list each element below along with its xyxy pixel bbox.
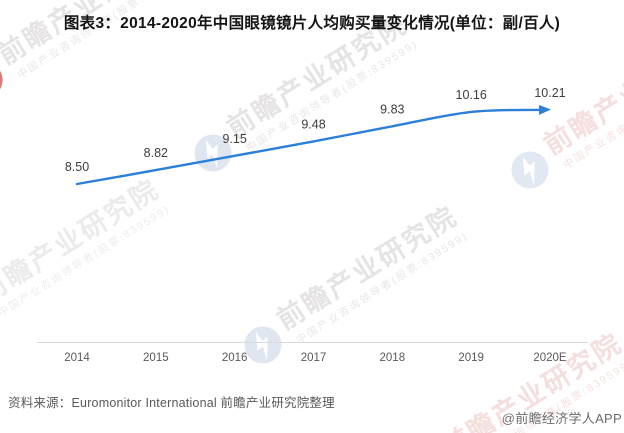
- source-text: 资料来源：Euromonitor International 前瞻产业研究院整理: [8, 396, 335, 410]
- credit-text: @前瞻经济学人APP: [501, 411, 622, 426]
- value-label: 10.21: [534, 86, 565, 100]
- x-tick-label: 2014: [64, 352, 90, 364]
- value-label: 9.83: [380, 102, 404, 116]
- x-tick-label: 2019: [458, 352, 484, 364]
- data-series-line: [75, 104, 551, 186]
- x-tick-label: 2018: [380, 352, 406, 364]
- value-label: 9.15: [222, 132, 246, 146]
- x-tick-label: 2017: [301, 352, 327, 364]
- value-label: 8.50: [65, 160, 89, 174]
- x-tick-label: 2015: [143, 352, 169, 364]
- x-tick-label: 2016: [222, 352, 248, 364]
- value-label: 10.16: [456, 88, 487, 102]
- chart-title: 图表3：2014-2020年中国眼镜镜片人均购买量变化情况(单位：副/百人): [63, 15, 561, 32]
- value-label: 9.48: [301, 117, 325, 131]
- value-label: 8.82: [144, 146, 168, 160]
- x-tick-label: 2020E: [533, 352, 567, 364]
- line-chart: 8.50 8.82 9.15 9.48 9.83 10.16 10.21 2014 2015 20…: [37, 86, 588, 364]
